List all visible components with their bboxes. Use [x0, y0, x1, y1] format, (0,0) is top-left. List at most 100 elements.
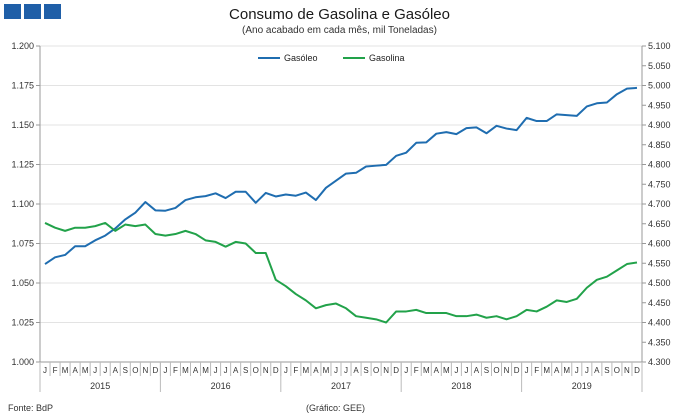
- month-label: O: [493, 366, 499, 375]
- month-label: O: [373, 366, 379, 375]
- chart-subtitle: (Ano acabado em cada mês, mil Toneladas): [242, 25, 437, 36]
- month-label: J: [103, 366, 107, 375]
- right-axis-tick-label: 4.350: [648, 337, 671, 347]
- month-label: J: [344, 366, 348, 375]
- year-label: 2018: [451, 381, 471, 391]
- month-label: N: [504, 366, 510, 375]
- month-label: M: [202, 366, 209, 375]
- right-axis-tick-label: 4.700: [648, 199, 671, 209]
- credit-note: (Gráfico: GEE): [306, 403, 366, 413]
- left-axis-tick-label: 1.100: [11, 199, 34, 209]
- month-label: M: [443, 366, 450, 375]
- month-label: J: [224, 366, 228, 375]
- right-axis-tick-label: 4.800: [648, 160, 671, 170]
- year-label: 2015: [90, 381, 110, 391]
- month-label: M: [82, 366, 89, 375]
- bdp-logo: [4, 4, 61, 19]
- right-axis-tick-label: 4.500: [648, 278, 671, 288]
- month-label: J: [464, 366, 468, 375]
- month-label: A: [233, 366, 239, 375]
- left-axis-tick-label: 1.000: [11, 357, 34, 367]
- month-label: F: [53, 366, 58, 375]
- right-axis-tick-label: 4.450: [648, 298, 671, 308]
- month-label: M: [62, 366, 69, 375]
- month-label: S: [123, 366, 128, 375]
- month-label: M: [563, 366, 570, 375]
- left-axis-tick-label: 1.075: [11, 239, 34, 249]
- month-label: F: [534, 366, 539, 375]
- month-label: O: [132, 366, 138, 375]
- logo-square-3: [44, 4, 61, 19]
- month-label: O: [614, 366, 620, 375]
- chart-axes: 1.000 1.025 1.050 1.075 1.100 1.125 1.150 1.175…: [11, 41, 671, 392]
- month-label: S: [363, 366, 368, 375]
- source-note: Fonte: BdP: [8, 403, 54, 413]
- month-label: N: [142, 366, 148, 375]
- month-label: A: [113, 366, 119, 375]
- month-label: D: [152, 366, 158, 375]
- month-label: D: [634, 366, 640, 375]
- month-label: A: [353, 366, 359, 375]
- right-axis-tick-label: 4.400: [648, 318, 671, 328]
- month-label: S: [484, 366, 489, 375]
- month-label: A: [434, 366, 440, 375]
- month-label: N: [383, 366, 389, 375]
- month-label: F: [293, 366, 298, 375]
- month-label: N: [263, 366, 269, 375]
- right-axis-tick-label: 4.850: [648, 140, 671, 150]
- month-label: O: [253, 366, 259, 375]
- chart-gridlines: [40, 45, 642, 323]
- month-label: M: [303, 366, 310, 375]
- chart-title: Consumo de Gasolina e Gasóleo: [229, 6, 450, 23]
- month-label: J: [284, 366, 288, 375]
- year-label: 2017: [331, 381, 351, 391]
- left-axis-tick-label: 1.025: [11, 318, 34, 328]
- legend-label: Gasolina: [369, 53, 405, 63]
- month-label: J: [525, 366, 529, 375]
- month-label: F: [173, 366, 178, 375]
- year-label: 2019: [572, 381, 592, 391]
- chart-legend: Gasóleo Gasolina: [258, 53, 405, 63]
- right-axis-tick-label: 4.650: [648, 219, 671, 229]
- month-label: J: [43, 366, 47, 375]
- month-label: M: [182, 366, 189, 375]
- right-axis-tick-label: 4.950: [648, 100, 671, 110]
- logo-square-1: [4, 4, 21, 19]
- month-label: M: [423, 366, 430, 375]
- right-axis-tick-label: 4.550: [648, 258, 671, 268]
- left-axis-tick-label: 1.125: [11, 160, 34, 170]
- month-label: D: [393, 366, 399, 375]
- month-label: A: [313, 366, 319, 375]
- month-label: J: [454, 366, 458, 375]
- month-label: D: [514, 366, 520, 375]
- right-axis-tick-label: 5.000: [648, 81, 671, 91]
- right-axis-tick-label: 4.300: [648, 357, 671, 367]
- month-label: J: [585, 366, 589, 375]
- month-label: A: [554, 366, 560, 375]
- legend-label: Gasóleo: [284, 53, 318, 63]
- right-axis-tick-label: 4.900: [648, 120, 671, 130]
- right-axis-tick-label: 5.100: [648, 41, 671, 51]
- month-label: J: [575, 366, 579, 375]
- series-line-gas-leo: [44, 86, 638, 265]
- month-label: J: [93, 366, 97, 375]
- right-axis-tick-label: 4.600: [648, 239, 671, 249]
- month-label: A: [474, 366, 480, 375]
- month-label: J: [334, 366, 338, 375]
- month-label: D: [273, 366, 279, 375]
- month-label: F: [414, 366, 419, 375]
- month-label: N: [624, 366, 630, 375]
- chart-series: [44, 86, 638, 324]
- month-label: S: [243, 366, 248, 375]
- logo-square-2: [24, 4, 41, 19]
- left-axis-tick-label: 1.050: [11, 278, 34, 288]
- left-axis-tick-label: 1.200: [11, 41, 34, 51]
- month-label: M: [323, 366, 330, 375]
- left-axis-tick-label: 1.175: [11, 81, 34, 91]
- month-label: A: [594, 366, 600, 375]
- month-label: J: [214, 366, 218, 375]
- month-label: S: [604, 366, 609, 375]
- left-axis-tick-label: 1.150: [11, 120, 34, 130]
- right-axis-tick-label: 4.750: [648, 179, 671, 189]
